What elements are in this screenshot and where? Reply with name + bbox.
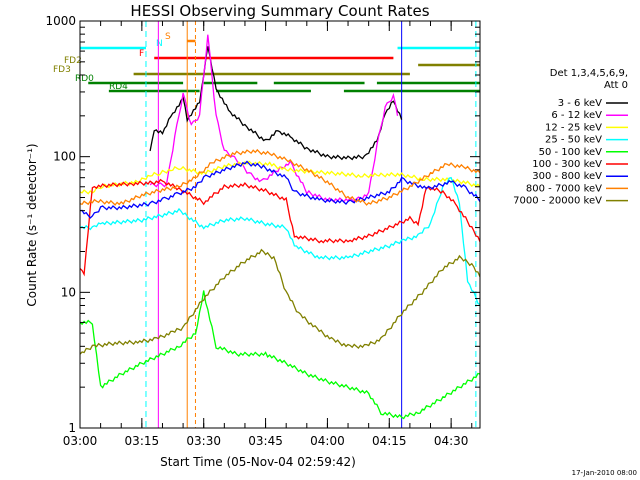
flag-label-fd3: FD3 bbox=[53, 65, 71, 75]
series-lines bbox=[80, 34, 480, 420]
legend-header-0: Det 1,3,4,5,6,9, bbox=[550, 68, 628, 79]
series-line-3 bbox=[80, 176, 480, 306]
x-tick-label-6: 04:30 bbox=[434, 434, 469, 448]
x-tick-label-5: 04:15 bbox=[372, 434, 407, 448]
x-tick-label-2: 03:30 bbox=[186, 434, 221, 448]
legend-label-1: 6 - 12 keV bbox=[551, 110, 602, 121]
series-line-6 bbox=[80, 160, 480, 219]
legend-label-8: 7000 - 20000 keV bbox=[513, 196, 602, 207]
series-line-0 bbox=[149, 46, 403, 161]
series-line-5 bbox=[80, 178, 480, 277]
y-tick-label-0: 1 bbox=[68, 421, 76, 435]
date-stamp: 17-Jan-2010 08:00 bbox=[572, 469, 637, 477]
y-tick-label-3: 1000 bbox=[45, 14, 76, 28]
legend-header-1: Att 0 bbox=[604, 80, 628, 91]
y-tick-label-1: 10 bbox=[61, 285, 76, 299]
flag-label-fd2: FD2 bbox=[64, 56, 82, 66]
x-tick-label-4: 04:00 bbox=[310, 434, 345, 448]
series-line-8 bbox=[80, 248, 480, 355]
plot-frame bbox=[79, 20, 481, 429]
legend-label-5: 100 - 300 keV bbox=[532, 159, 602, 170]
flag-label-rd4: RD4 bbox=[109, 82, 128, 92]
flag-label-n: N bbox=[156, 39, 163, 49]
x-tick-label-1: 03:15 bbox=[125, 434, 160, 448]
series-line-2 bbox=[80, 160, 480, 195]
legend-label-0: 3 - 6 keV bbox=[558, 98, 602, 109]
legend-label-6: 300 - 800 keV bbox=[532, 171, 602, 182]
x-tick-label-0: 03:00 bbox=[63, 434, 98, 448]
legend-label-4: 50 - 100 keV bbox=[539, 147, 603, 158]
y-tick-label-2: 100 bbox=[53, 150, 76, 164]
y-ticks: 1 10 100 1000 bbox=[45, 14, 480, 435]
series-line-7 bbox=[80, 148, 480, 206]
chart-title: HESSI Observing Summary Count Rates bbox=[130, 2, 429, 20]
flag-label-rd0: RD0 bbox=[75, 74, 94, 84]
x-tick-label-3: 03:45 bbox=[248, 434, 283, 448]
flag-label-f: F bbox=[139, 49, 144, 59]
x-ticks: 03:00 03:15 03:30 03:45 04:00 04:15 04:30 bbox=[63, 21, 473, 448]
series-line-4 bbox=[80, 290, 480, 420]
legend-label-2: 12 - 25 keV bbox=[545, 122, 602, 133]
legend-label-7: 800 - 7000 keV bbox=[526, 183, 602, 194]
y-axis-label: Count Rate (s⁻¹ detector⁻¹) bbox=[25, 143, 39, 306]
x-axis-label: Start Time (05-Nov-04 02:59:42) bbox=[160, 455, 356, 469]
flag-label-s: S bbox=[165, 32, 171, 42]
legend-label-3: 25 - 50 keV bbox=[545, 135, 602, 146]
